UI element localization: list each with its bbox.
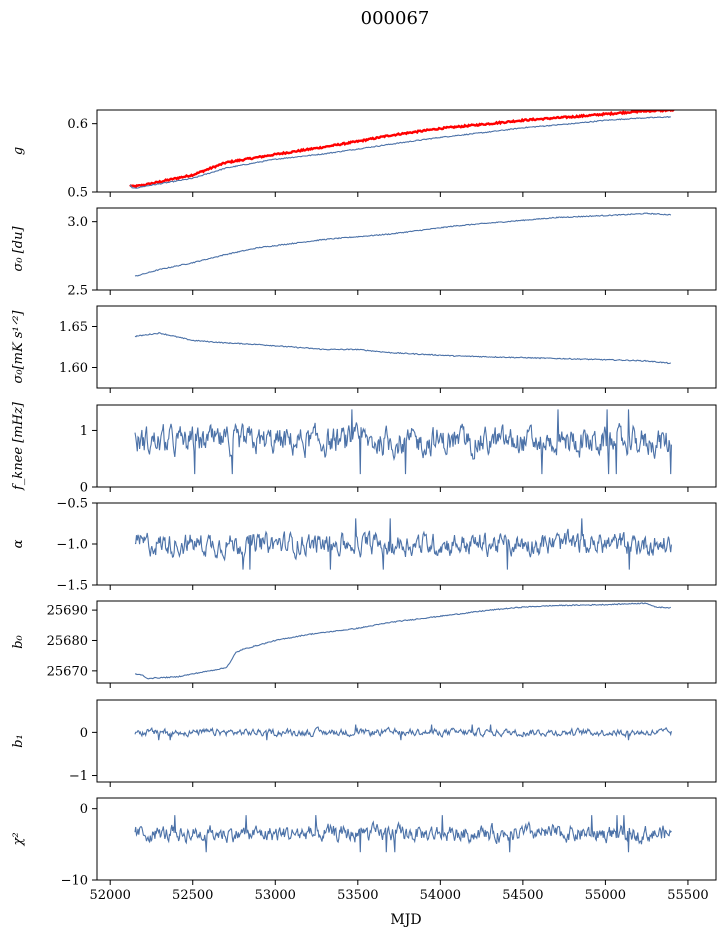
figure-title: 000067 bbox=[361, 8, 430, 29]
y-axis-label: σ₀ [du] bbox=[11, 226, 26, 272]
y-tick-label: −1 bbox=[69, 769, 88, 784]
y-tick-label: 2.5 bbox=[67, 284, 88, 299]
panel-1: 0.5 0.6 g bbox=[11, 109, 717, 201]
y-tick-label: 25670 bbox=[47, 664, 88, 679]
series-blue-line bbox=[134, 815, 672, 853]
y-tick-label: 0 bbox=[80, 726, 88, 741]
y-axis-label: χ² bbox=[11, 832, 26, 846]
series-blue-line bbox=[134, 409, 672, 475]
panel-5: −1.5 −1.0 −0.5 α bbox=[11, 497, 717, 594]
y-tick-label: 25690 bbox=[47, 604, 88, 619]
series-group bbox=[134, 724, 672, 741]
x-tick-label: 54500 bbox=[502, 888, 543, 903]
series-blue-line bbox=[134, 724, 672, 741]
x-tick-label: 52000 bbox=[90, 888, 131, 903]
y-axis-label: g bbox=[11, 147, 26, 155]
axes-frame bbox=[96, 699, 717, 783]
panel-2: 2.5 3.0 σ₀ [du] bbox=[11, 207, 717, 299]
y-tick-label: 3.0 bbox=[67, 215, 88, 230]
y-tick-label: 0.6 bbox=[67, 117, 88, 132]
series-blue-line bbox=[135, 602, 672, 680]
x-tick-label: 55500 bbox=[667, 888, 708, 903]
axes-frame bbox=[96, 305, 717, 389]
x-tick-label: 54000 bbox=[420, 888, 461, 903]
axes-frame bbox=[96, 404, 717, 488]
series-group bbox=[134, 518, 672, 570]
y-axis-label: α bbox=[11, 539, 26, 548]
x-tick-label: 53000 bbox=[255, 888, 296, 903]
y-tick-label: −10 bbox=[61, 874, 88, 889]
y-tick-label: 1.65 bbox=[59, 320, 88, 335]
series-blue-line bbox=[134, 332, 672, 365]
series-group bbox=[134, 815, 672, 853]
series-group bbox=[134, 212, 672, 277]
y-tick-label: 1.60 bbox=[59, 361, 88, 376]
series-blue-line bbox=[129, 116, 671, 189]
panel-3: 1.60 1.65 σ₀[mK s¹ᐟ²] bbox=[11, 305, 717, 393]
axes-frame bbox=[96, 207, 717, 291]
x-tick-label: 53500 bbox=[337, 888, 378, 903]
series-blue-line bbox=[134, 518, 672, 570]
y-axis-label: b₀ bbox=[11, 634, 26, 648]
axes-frame bbox=[96, 109, 717, 193]
series-group bbox=[134, 409, 672, 475]
series-group bbox=[134, 332, 672, 365]
x-tick-label: 55000 bbox=[585, 888, 626, 903]
axes-frame bbox=[96, 797, 717, 881]
series-blue-line bbox=[134, 212, 672, 277]
x-tick-label: 52500 bbox=[172, 888, 213, 903]
panels: 0.5 0.6 g 2.5 3.0 σ₀ [du] 1.60 1.65 σ₀[mK s¹ᐟ²] 0… bbox=[11, 109, 717, 903]
panel-6: 25670 25680 25690 b₀ bbox=[11, 600, 717, 688]
y-tick-label: 0.5 bbox=[67, 186, 88, 201]
y-axis-label: f_knee [mHz] bbox=[11, 401, 26, 491]
y-tick-label: 1 bbox=[80, 424, 88, 439]
axes-frame bbox=[96, 600, 717, 684]
panel-8: −10 0 52000 52500 53000 53500 54000 54500 55000 5… bbox=[11, 797, 717, 903]
y-tick-label: −1.0 bbox=[56, 538, 88, 553]
panel-4: 0 1 f_knee [mHz] bbox=[11, 401, 717, 496]
y-axis-label: b₁ bbox=[11, 734, 26, 748]
y-axis-label: σ₀[mK s¹ᐟ²] bbox=[11, 310, 26, 384]
y-tick-label: 0 bbox=[80, 802, 88, 817]
y-tick-label: −1.5 bbox=[56, 579, 88, 594]
series-red-line bbox=[129, 110, 675, 189]
y-tick-label: −0.5 bbox=[56, 497, 88, 512]
y-tick-label: 25680 bbox=[47, 634, 88, 649]
series-group bbox=[129, 110, 675, 189]
y-tick-label: 0 bbox=[80, 481, 88, 496]
panel-7: −1 0 b₁ bbox=[11, 699, 717, 787]
x-axis-label: MJD bbox=[390, 912, 421, 928]
series-group bbox=[135, 602, 672, 680]
